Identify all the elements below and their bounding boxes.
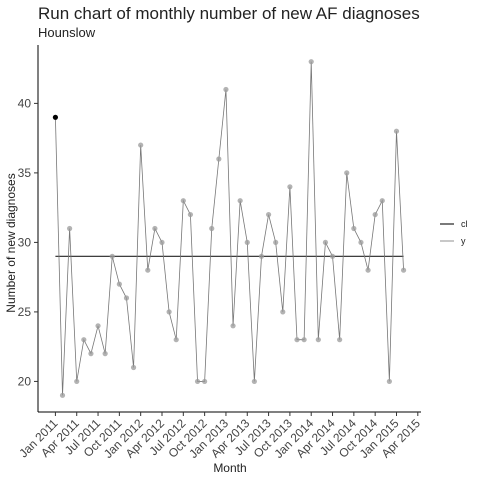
- legend-label: cl: [461, 219, 468, 229]
- data-point: [365, 267, 371, 273]
- data-point: [67, 225, 73, 232]
- data-point: [244, 239, 250, 246]
- data-point: [265, 211, 272, 218]
- data-point: [130, 364, 137, 371]
- legend-label: y: [461, 236, 466, 246]
- data-line: [55, 61, 404, 396]
- data-point: [109, 253, 115, 259]
- data-point: [74, 378, 80, 385]
- x-axis-label: Month: [213, 461, 246, 475]
- data-point: [180, 198, 186, 204]
- data-point: [351, 225, 357, 232]
- data-point: [145, 267, 151, 273]
- data-point: [81, 337, 87, 343]
- data-point: [102, 351, 108, 357]
- data-point: [52, 114, 59, 120]
- data-point: [223, 86, 229, 93]
- data-point: [194, 378, 201, 385]
- y-tick-label: 20: [18, 374, 32, 388]
- data-point: [173, 337, 179, 343]
- y-axis-label: Number of new diagnoses: [4, 173, 18, 312]
- data-point: [337, 337, 343, 343]
- data-point: [329, 253, 336, 259]
- data-point: [379, 198, 385, 204]
- data-point: [287, 184, 293, 190]
- data-point: [400, 267, 407, 273]
- data-point: [187, 211, 194, 218]
- y-tick-label: 35: [18, 166, 32, 180]
- data-point: [202, 378, 208, 385]
- data-point: [116, 281, 122, 287]
- data-point: [372, 211, 378, 218]
- data-point: [322, 239, 329, 246]
- data-point: [358, 239, 364, 246]
- data-point: [159, 239, 165, 246]
- data-point: [237, 198, 243, 204]
- data-point: [95, 323, 101, 329]
- chart-title: Run chart of monthly number of new AF di…: [38, 4, 420, 23]
- data-point: [294, 337, 300, 343]
- data-point: [88, 351, 94, 357]
- data-point: [138, 142, 144, 148]
- data-point: [230, 323, 236, 329]
- data-point: [258, 253, 265, 259]
- chart-subtitle: Hounslow: [38, 25, 96, 40]
- data-point: [166, 309, 172, 315]
- data-point: [280, 309, 286, 315]
- data-point: [315, 337, 321, 343]
- data-point: [344, 170, 350, 176]
- data-point: [152, 225, 158, 232]
- data-point: [251, 378, 257, 385]
- data-point: [393, 128, 400, 134]
- data-point: [123, 295, 130, 301]
- data-point: [216, 156, 222, 162]
- y-tick-label: 30: [18, 235, 32, 249]
- y-tick-label: 25: [18, 305, 32, 319]
- data-point: [308, 59, 314, 65]
- data-point: [273, 239, 279, 246]
- y-tick-label: 40: [18, 96, 32, 110]
- data-point: [59, 392, 66, 398]
- data-point: [301, 337, 307, 343]
- data-point: [386, 378, 392, 385]
- data-point: [209, 225, 215, 232]
